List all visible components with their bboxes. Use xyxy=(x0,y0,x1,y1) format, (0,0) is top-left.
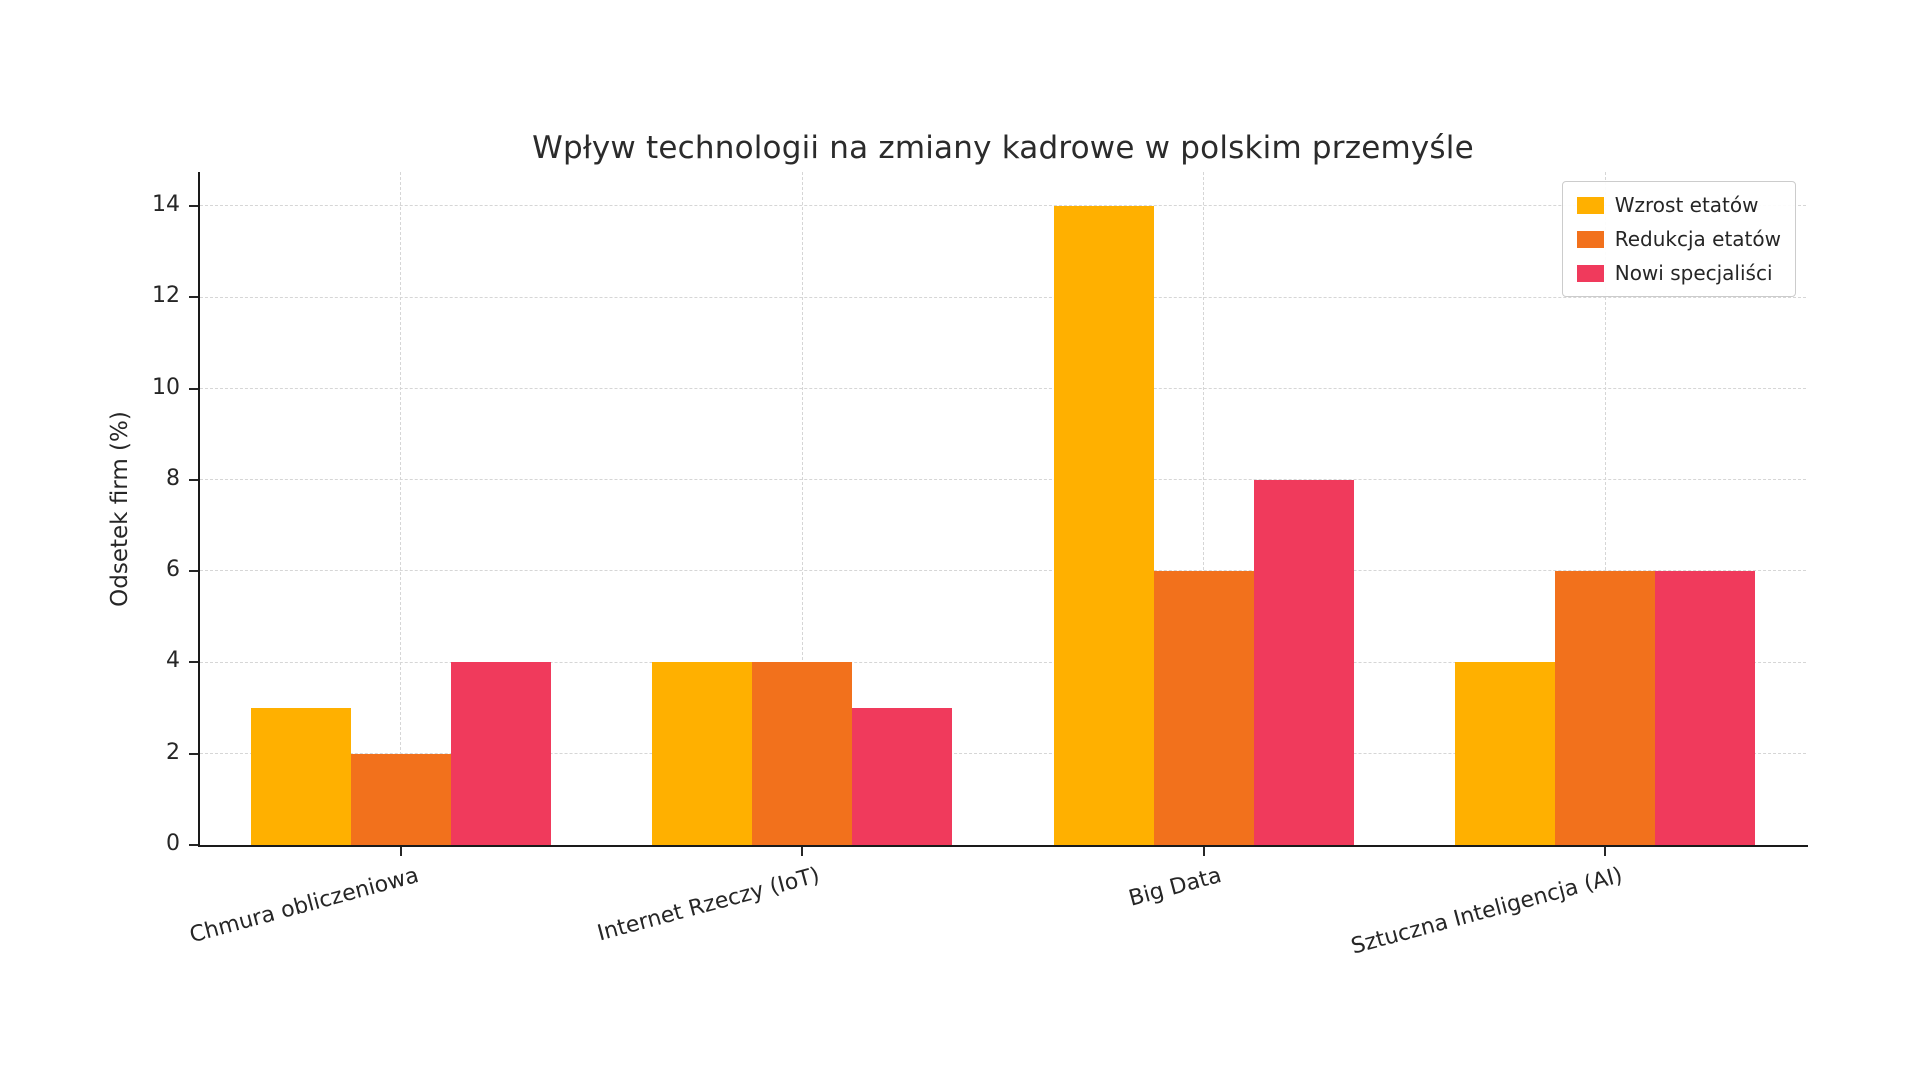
y-tick-label: 10 xyxy=(152,374,180,400)
y-tick-mark xyxy=(189,296,198,299)
h-gridline xyxy=(200,570,1806,572)
legend-label: Wzrost etatów xyxy=(1614,193,1759,217)
y-tick-label: 8 xyxy=(166,465,180,491)
bar-series3-cat4 xyxy=(1655,571,1756,845)
y-tick-label: 2 xyxy=(166,739,180,765)
x-tick-mark xyxy=(1202,847,1205,856)
x-tick-label: Chmura obliczeniowa xyxy=(186,863,422,949)
x-tick-mark xyxy=(1604,847,1607,856)
h-gridline xyxy=(200,479,1806,481)
bar-series1-cat1 xyxy=(250,708,351,845)
h-gridline xyxy=(200,205,1806,207)
v-gridline xyxy=(1203,172,1204,845)
bar-series2-cat2 xyxy=(752,662,853,845)
y-tick-label: 6 xyxy=(166,557,180,583)
v-gridline xyxy=(1604,172,1606,845)
y-tick-label: 4 xyxy=(166,648,180,674)
legend-swatch xyxy=(1576,230,1604,248)
bar-series2-cat1 xyxy=(350,753,451,845)
x-tick-label: Sztuczna Inteligencja (AI) xyxy=(1348,863,1626,960)
bar-series3-cat3 xyxy=(1253,479,1354,845)
v-gridline xyxy=(801,172,803,845)
bar-series1-cat4 xyxy=(1455,662,1556,845)
legend: Wzrost etatów Redukcja etatów Nowi specjal… xyxy=(1561,181,1796,297)
x-axis xyxy=(198,845,1808,847)
y-tick-mark xyxy=(189,752,198,755)
legend-item: Nowi specjaliści xyxy=(1576,261,1781,285)
y-tick-mark xyxy=(189,570,198,573)
y-tick-label: 14 xyxy=(152,192,180,218)
y-tick-label: 0 xyxy=(166,831,180,856)
bar-series1-cat3 xyxy=(1053,206,1154,845)
h-gridline xyxy=(200,661,1806,663)
y-tick-mark xyxy=(189,661,198,664)
v-gridline xyxy=(400,172,401,845)
bar-series1-cat2 xyxy=(652,662,753,845)
legend-label: Nowi specjaliści xyxy=(1614,261,1773,285)
legend-item: Redukcja etatów xyxy=(1576,227,1781,251)
h-gridline xyxy=(200,387,1806,389)
chart-title: Wpływ technologii na zmiany kadrowe w po… xyxy=(532,130,1474,166)
legend-swatch xyxy=(1576,196,1604,214)
bar-series2-cat3 xyxy=(1153,571,1254,845)
h-gridline xyxy=(200,296,1806,298)
y-tick-mark xyxy=(189,387,198,390)
h-gridline xyxy=(200,752,1806,754)
y-tick-mark xyxy=(189,205,198,208)
legend-swatch xyxy=(1576,264,1604,282)
x-tick-mark xyxy=(399,847,402,856)
x-tick-label: Internet Rzeczy (IoT) xyxy=(595,863,823,947)
x-tick-label: Big Data xyxy=(1126,863,1225,912)
y-axis xyxy=(198,172,200,847)
x-tick-mark xyxy=(801,847,804,856)
y-tick-label: 12 xyxy=(152,283,180,309)
y-tick-mark xyxy=(189,844,198,846)
y-tick-mark xyxy=(189,478,198,481)
legend-item: Wzrost etatów xyxy=(1576,193,1781,217)
bar-series3-cat1 xyxy=(450,662,551,845)
bar-series3-cat2 xyxy=(852,708,953,845)
legend-label: Redukcja etatów xyxy=(1614,227,1781,251)
bar-series2-cat4 xyxy=(1555,571,1656,845)
